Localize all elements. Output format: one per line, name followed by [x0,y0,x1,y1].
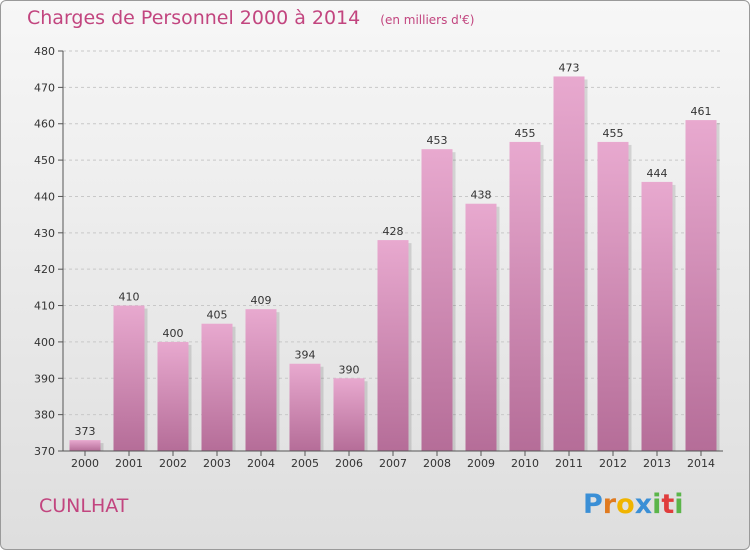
bar [465,203,497,451]
bar-value-label: 405 [207,309,228,322]
chart-title: Charges de Personnel 2000 à 2014 (en mil… [27,7,474,29]
y-tick-label: 390 [34,372,55,385]
axes: 370 380 390 400 410 420 430 440 450 460 470 480 2000… [34,45,723,470]
x-tick-label: 2009 [467,457,495,470]
y-tick-label: 480 [34,45,55,58]
bar [245,309,277,451]
y-tick-label: 450 [34,154,55,167]
bar [69,440,101,451]
chart-title-text: Charges de Personnel 2000 à 2014 [27,7,361,29]
bar-group: 438 [465,189,500,451]
x-tick-label: 2003 [203,457,231,470]
bar-group: 394 [289,349,324,451]
bar [201,323,233,451]
bar-group: 390 [333,363,368,451]
bar-group: 473 [553,61,588,452]
bar-value-label: 409 [251,294,272,307]
x-tick-label: 2006 [335,457,363,470]
x-tick-label: 2012 [599,457,627,470]
x-tick-label: 2008 [423,457,451,470]
bar-value-label: 455 [515,127,536,140]
bar-value-label: 444 [647,167,668,180]
bar [597,141,629,451]
y-tick-label: 430 [34,227,55,240]
bar-value-label: 400 [163,327,184,340]
y-tick-label: 470 [34,81,55,94]
bar [157,341,189,451]
x-tick-label: 2002 [159,457,187,470]
x-tick-label: 2000 [71,457,99,470]
bar [641,181,673,451]
bar-group: 428 [377,225,412,451]
bar-group: 373 [69,425,104,451]
bar-group: 444 [641,167,676,451]
bar-value-label: 453 [427,134,448,147]
bar-group: 455 [509,127,544,451]
bar-group: 400 [157,327,192,451]
bar [685,120,717,451]
y-tick-label: 380 [34,409,55,422]
x-tick-label: 2004 [247,457,275,470]
x-tick-label: 2005 [291,457,319,470]
bar-group: 410 [113,291,148,451]
bar [553,76,585,452]
bar-value-label: 473 [559,61,580,74]
x-tick-label: 2007 [379,457,407,470]
x-tick-label: 2014 [687,457,715,470]
bar-value-label: 390 [339,363,360,376]
chart-unit: (en milliers d'€) [380,13,475,27]
bars: 373 410 400 405 409 394 390 428 453 438 455 473 455 4… [69,61,720,452]
bar-value-label: 438 [471,189,492,202]
bar [289,363,321,451]
bar-group: 409 [245,294,280,451]
bar-value-label: 373 [75,425,96,438]
y-tick-label: 420 [34,263,55,276]
bar-value-label: 455 [603,127,624,140]
y-tick-label: 460 [34,118,55,131]
bar-group: 405 [201,309,236,451]
bar-group: 461 [685,105,720,451]
y-tick-label: 440 [34,190,55,203]
bar [421,149,453,451]
bar-value-label: 394 [295,349,316,362]
bar-group: 455 [597,127,632,451]
bar-value-label: 428 [383,225,404,238]
bar-group: 453 [421,134,456,451]
y-tick-label: 410 [34,300,55,313]
bar-value-label: 410 [119,291,140,304]
proxiti-logo-icon: Proxiti [583,489,684,520]
bar [509,141,541,451]
bar [333,378,365,451]
bar [377,240,409,451]
x-tick-label: 2010 [511,457,539,470]
y-tick-label: 400 [34,336,55,349]
x-tick-label: 2013 [643,457,671,470]
x-tick-label: 2011 [555,457,583,470]
bar-value-label: 461 [691,105,712,118]
x-tick-label: 2001 [115,457,143,470]
y-tick-label: 370 [34,445,55,458]
commune-name: CUNLHAT [39,495,129,517]
bar [113,305,145,451]
